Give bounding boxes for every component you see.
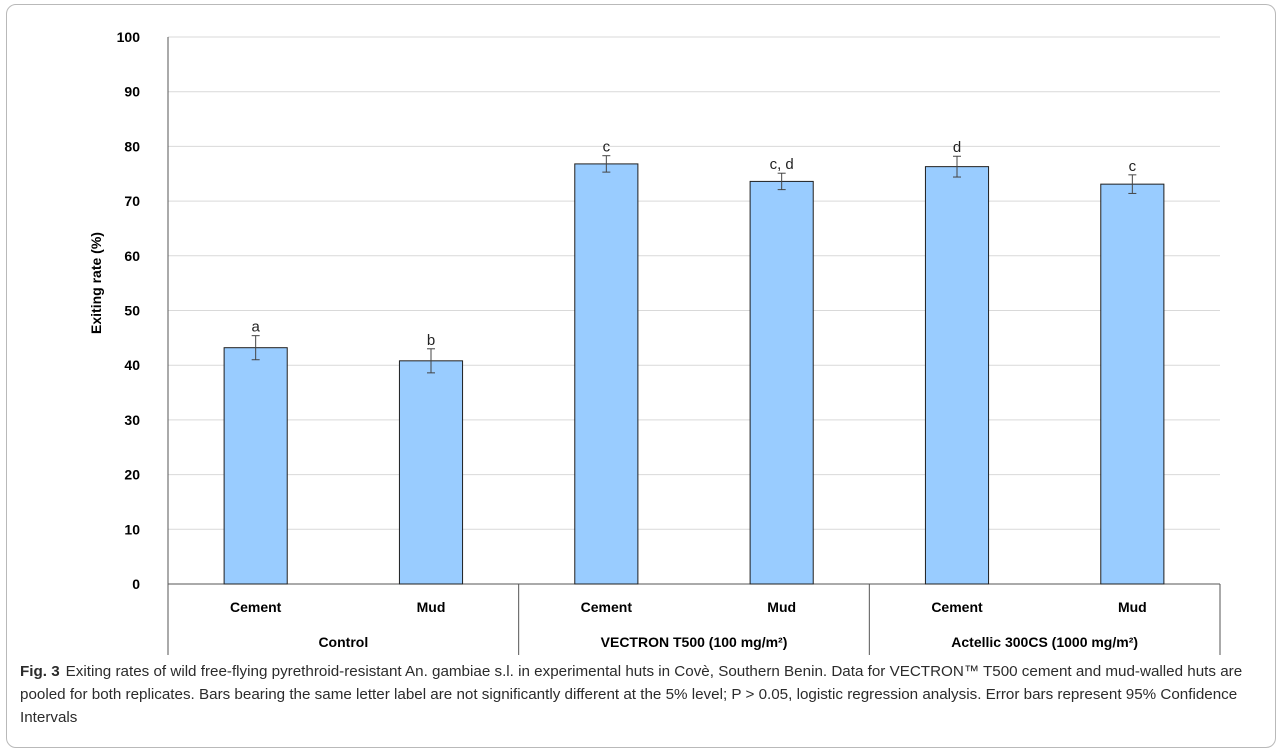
significance-letter: b <box>427 332 435 349</box>
bar <box>924 166 990 585</box>
caption-fig-label: Fig. 3 <box>20 663 60 680</box>
bar <box>1100 183 1165 585</box>
significance-letter: a <box>251 319 260 336</box>
x-category-label: Cement <box>931 599 983 615</box>
y-tick-label: 70 <box>124 193 140 209</box>
exiting-rate-bar-chart: 0 10 20 30 40 50 60 70 80 90 100 Control VECTRON T50… <box>88 29 1221 655</box>
gridlines <box>168 36 1220 530</box>
bars <box>223 155 1165 585</box>
group-label: Control <box>318 634 368 650</box>
y-tick-label: 90 <box>124 84 140 100</box>
bar <box>749 180 814 585</box>
figure-caption: Fig. 3 Exiting rates of wild free-flying … <box>20 660 1270 729</box>
bar <box>574 163 639 585</box>
group-label: VECTRON T500 (100 mg/m²) <box>601 634 788 650</box>
significance-letter: d <box>953 139 961 156</box>
x-category-label: Cement <box>230 599 282 615</box>
x-category-label: Mud <box>1118 599 1147 615</box>
y-tick-label: 10 <box>124 521 140 537</box>
bar <box>398 360 464 585</box>
x-category-label: Mud <box>767 599 796 615</box>
y-tick-label: 60 <box>124 248 140 264</box>
group-label: Actellic 300CS (1000 mg/m²) <box>951 634 1138 650</box>
y-tick-label: 30 <box>124 412 140 428</box>
labels: 0 10 20 30 40 50 60 70 80 90 100 Control VECTRON T50… <box>117 29 1147 650</box>
significance-letter: c, d <box>770 156 794 173</box>
significance-letter: c <box>1129 158 1137 175</box>
bar <box>223 347 288 585</box>
y-tick-label: 50 <box>124 303 140 319</box>
y-tick-label: 80 <box>124 138 140 154</box>
caption-text: Exiting rates of wild free-flying pyreth… <box>20 663 1243 726</box>
y-tick-label: 100 <box>117 29 141 45</box>
y-tick-label: 20 <box>124 467 140 483</box>
y-axis-title: Exiting rate (%) <box>88 232 104 334</box>
x-category-label: Cement <box>581 599 633 615</box>
y-tick-label: 0 <box>132 576 140 592</box>
axes <box>167 37 1221 655</box>
significance-letter: c <box>603 139 611 156</box>
figure-frame <box>6 4 1276 748</box>
y-tick-label: 40 <box>124 357 140 373</box>
x-category-label: Mud <box>417 599 446 615</box>
